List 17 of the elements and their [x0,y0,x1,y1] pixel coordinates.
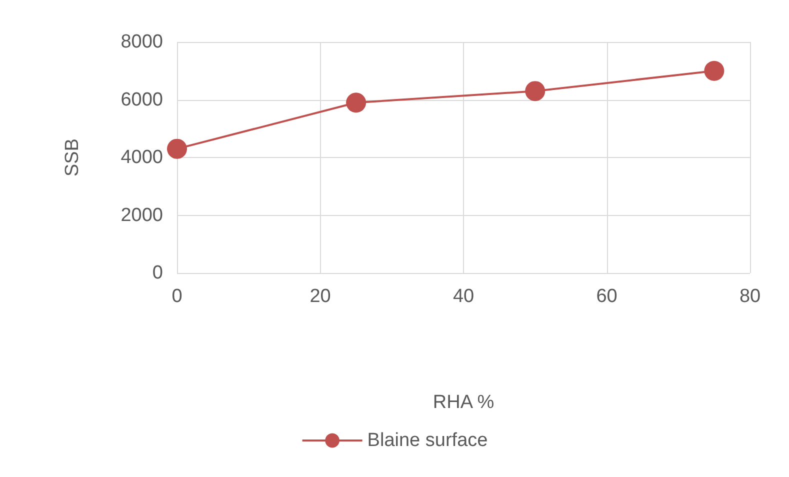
point [525,81,546,102]
y-axis-title: SSB [62,138,83,177]
x-tick-label: 80 [739,286,761,307]
y-tick-label: 0 [152,262,163,284]
x-axis-title: RHA % [432,392,494,413]
y-tick-label: 8000 [120,32,163,52]
x-tick-label: 20 [310,286,331,307]
x-tick-label: 0 [172,286,182,307]
legend-label: Blaine surface [367,430,488,451]
y-tick-label: 4000 [120,147,163,168]
y-tick-label: 2000 [120,204,163,226]
x-tick-label: 60 [596,286,618,307]
point [704,60,724,81]
point [346,92,366,113]
x-tick-label: 40 [452,286,474,307]
point [167,138,187,159]
y-tick-label: 6000 [120,89,163,110]
